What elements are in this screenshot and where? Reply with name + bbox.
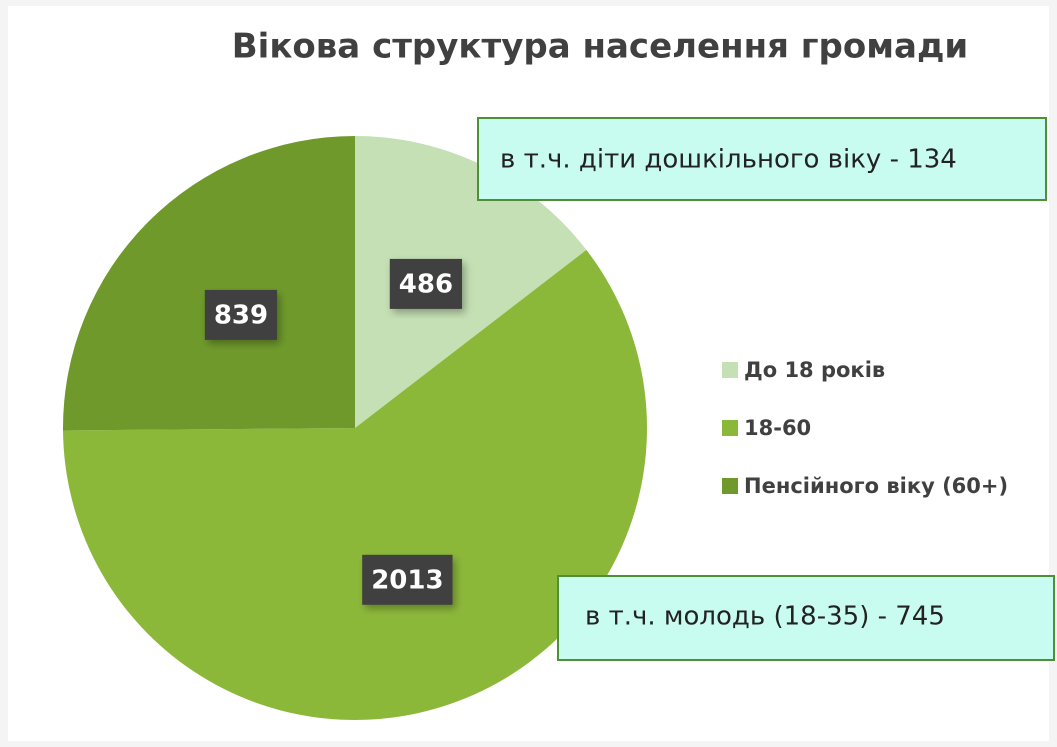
legend-label: Пенсійного віку (60+): [744, 474, 1008, 498]
data-label-box: [204, 289, 278, 340]
legend-swatch: [722, 420, 738, 436]
pie-slice: [355, 136, 587, 428]
annotation-box: [557, 575, 1055, 661]
legend-label: До 18 років: [744, 358, 885, 382]
data-label-box: [389, 258, 463, 309]
data-label-box: [362, 554, 453, 605]
annotation: в т.ч. діти дошкільного віку - 134: [500, 145, 957, 175]
pie-slice: [63, 136, 355, 431]
data-label: 839: [214, 300, 268, 330]
data-label: 2013: [371, 565, 443, 595]
chart-title: Вікова структура населення громади: [232, 27, 968, 67]
legend-label: 18-60: [744, 416, 811, 440]
data-label: 486: [399, 269, 453, 299]
pie-slice: [63, 249, 648, 720]
legend-swatch: [722, 362, 738, 378]
annotation: в т.ч. молодь (18-35) - 745: [585, 602, 945, 632]
pie: [63, 136, 648, 720]
annotation-box: [477, 117, 1047, 201]
legend-swatch: [722, 478, 738, 494]
